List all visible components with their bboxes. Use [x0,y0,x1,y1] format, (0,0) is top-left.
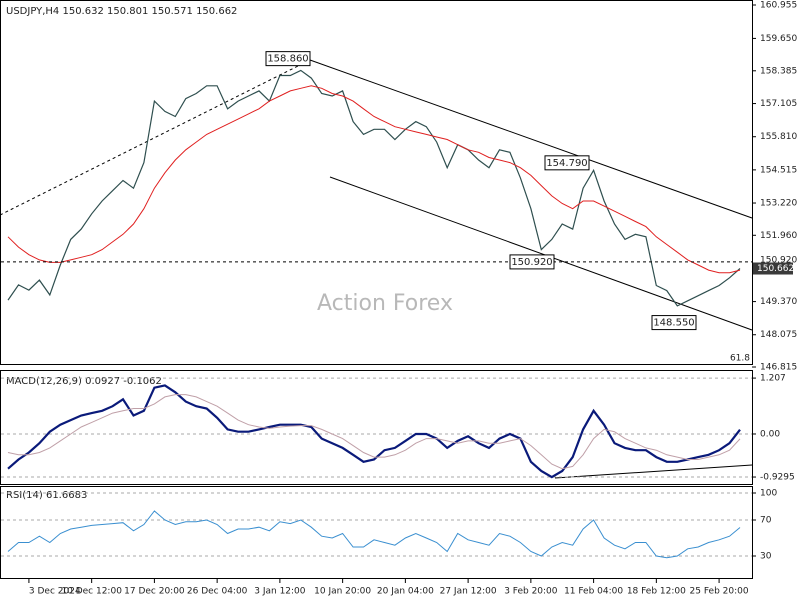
annotation-label: 158.860 [267,54,308,65]
uptrend-line [0,59,311,216]
channel-upper [309,59,753,219]
annotation-box [509,254,555,270]
price-line [7,510,741,559]
price-panel-frame [0,0,753,365]
y-tick-label: 100 [760,489,777,499]
price-line [7,394,741,470]
last-price-tag [753,262,793,275]
y-tick-label: 160.955 [760,1,797,11]
annotation-box [544,155,590,171]
level-axis-label: 150.920 [760,255,797,265]
y-tick-label: 149.370 [760,297,797,307]
y-tick-label: 154.515 [760,165,797,175]
annotation-label: 148.550 [653,318,694,329]
macd-title: MACD(12,26,9) 0.0927 -0.1062 [6,376,162,387]
price-line [7,69,741,307]
price-line [7,85,741,274]
rsi-title: RSI(14) 61.6683 [6,490,87,501]
annotation-box [265,51,311,67]
x-tick-label: 3 Feb 20:00 [504,587,558,597]
rsi-panel-frame [0,486,753,579]
x-tick-label: 10 Dec 12:00 [61,587,122,597]
y-tick-label: 153.220 [760,199,797,209]
channel-lower [329,176,753,331]
y-tick-label: -0.9295 [760,473,795,483]
x-tick-label: 27 Jan 12:00 [440,587,497,597]
x-tick-label: 20 Jan 04:00 [377,587,434,597]
last-price-label: 150.662 [757,264,794,274]
x-tick-label: 3 Dec 2024 [29,587,81,597]
y-tick-label: 158.385 [760,66,797,76]
y-tick-label: 70 [760,516,772,526]
x-tick-label: 17 Dec 20:00 [124,587,185,597]
y-tick-label: 146.815 [760,363,797,373]
chart-title: USDJPY,H4 150.632 150.801 150.571 150.66… [6,6,237,17]
y-tick-label: 30 [760,552,772,562]
x-tick-label: 18 Feb 12:00 [627,587,686,597]
x-tick-label: 25 Feb 20:00 [690,587,749,597]
x-tick-label: 3 Jan 12:00 [254,587,306,597]
x-tick-label: 26 Dec 04:00 [187,587,248,597]
y-tick-label: 159.650 [760,34,797,44]
y-tick-label: 0.00 [760,429,780,439]
macd-trendline [554,464,753,479]
y-tick-label: 151.960 [760,231,797,241]
y-tick-label: 1.207 [760,374,786,384]
price-line [7,384,741,479]
x-tick-label: 10 Jan 20:00 [314,587,371,597]
annotation-label: 150.920 [511,257,552,268]
watermark: Action Forex [317,291,453,316]
annotation-box [651,315,697,331]
x-tick-label: 11 Feb 04:00 [564,587,623,597]
y-tick-label: 157.105 [760,99,797,109]
y-tick-label: 155.810 [760,132,797,142]
macd-panel-frame [0,370,753,485]
annotation-label: 154.790 [546,158,587,169]
fib-label: 61.8 [730,354,750,364]
y-tick-label: 148.075 [760,330,797,340]
